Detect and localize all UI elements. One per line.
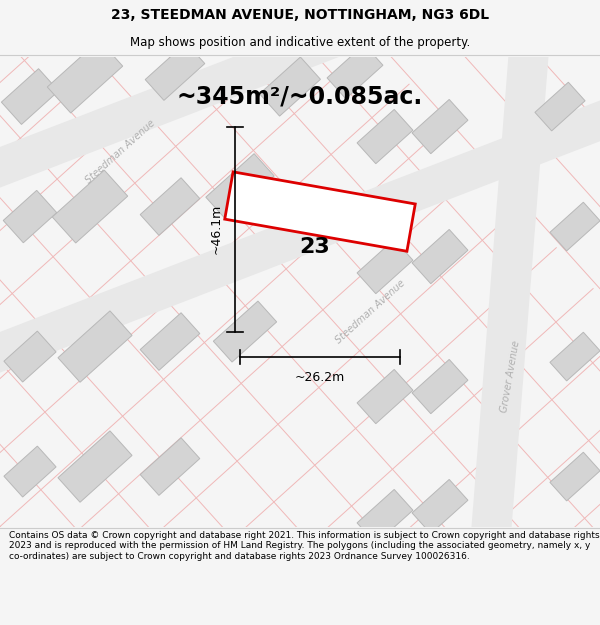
- Polygon shape: [412, 229, 468, 284]
- Polygon shape: [3, 191, 57, 242]
- Polygon shape: [58, 431, 132, 502]
- Polygon shape: [357, 369, 413, 424]
- Polygon shape: [206, 154, 274, 219]
- Polygon shape: [357, 239, 413, 294]
- Polygon shape: [470, 35, 550, 548]
- Polygon shape: [140, 177, 200, 236]
- Polygon shape: [412, 479, 468, 534]
- Polygon shape: [550, 452, 600, 501]
- Polygon shape: [52, 170, 128, 243]
- Polygon shape: [412, 359, 468, 414]
- Polygon shape: [535, 82, 585, 131]
- Text: 23, STEEDMAN AVENUE, NOTTINGHAM, NG3 6DL: 23, STEEDMAN AVENUE, NOTTINGHAM, NG3 6DL: [111, 8, 489, 22]
- Polygon shape: [58, 311, 132, 382]
- Polygon shape: [4, 446, 56, 497]
- Polygon shape: [47, 40, 123, 113]
- Polygon shape: [357, 489, 413, 544]
- Polygon shape: [412, 99, 468, 154]
- Polygon shape: [0, 84, 600, 389]
- Text: Map shows position and indicative extent of the property.: Map shows position and indicative extent…: [130, 36, 470, 49]
- Text: ~46.1m: ~46.1m: [210, 204, 223, 254]
- Polygon shape: [550, 332, 600, 381]
- Polygon shape: [4, 331, 56, 382]
- Polygon shape: [140, 438, 200, 496]
- Polygon shape: [225, 172, 415, 251]
- Text: ~26.2m: ~26.2m: [295, 371, 345, 384]
- Polygon shape: [260, 57, 320, 116]
- Polygon shape: [327, 44, 383, 99]
- Polygon shape: [140, 312, 200, 371]
- Polygon shape: [550, 202, 600, 251]
- Text: Contains OS data © Crown copyright and database right 2021. This information is : Contains OS data © Crown copyright and d…: [9, 531, 599, 561]
- Text: Steedman Avenue: Steedman Avenue: [83, 118, 157, 185]
- Polygon shape: [1, 69, 59, 124]
- Polygon shape: [214, 301, 277, 362]
- Text: Grover Avenue: Grover Avenue: [499, 340, 521, 413]
- Text: 23: 23: [299, 236, 331, 256]
- Text: ~345m²/~0.085ac.: ~345m²/~0.085ac.: [177, 84, 423, 109]
- Text: Steedman Avenue: Steedman Avenue: [334, 278, 407, 345]
- Polygon shape: [0, 0, 600, 204]
- Polygon shape: [145, 42, 205, 101]
- Polygon shape: [357, 109, 413, 164]
